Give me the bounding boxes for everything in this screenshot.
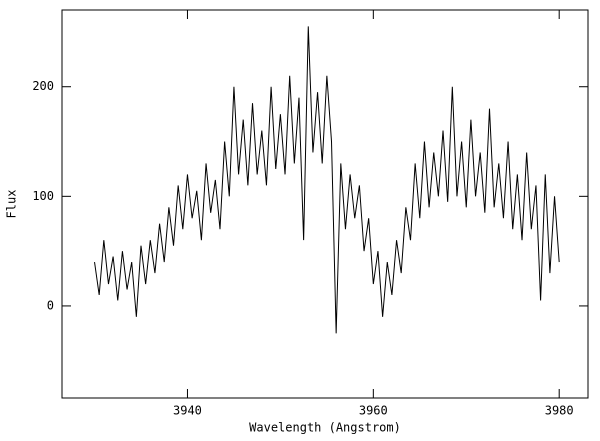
x-tick-label: 3960 [359,404,388,418]
x-axis-label: Wavelength (Angstrom) [249,421,401,435]
plot-frame [61,9,589,399]
y-tick-label: 100 [32,189,54,203]
y-tick-label: 0 [47,298,54,312]
spectrum-line [94,26,560,334]
y-tick-label: 200 [32,79,54,93]
x-tick-label: 3940 [173,404,202,418]
y-axis-label: Flux [5,190,19,219]
x-tick-label: 3980 [545,404,574,418]
